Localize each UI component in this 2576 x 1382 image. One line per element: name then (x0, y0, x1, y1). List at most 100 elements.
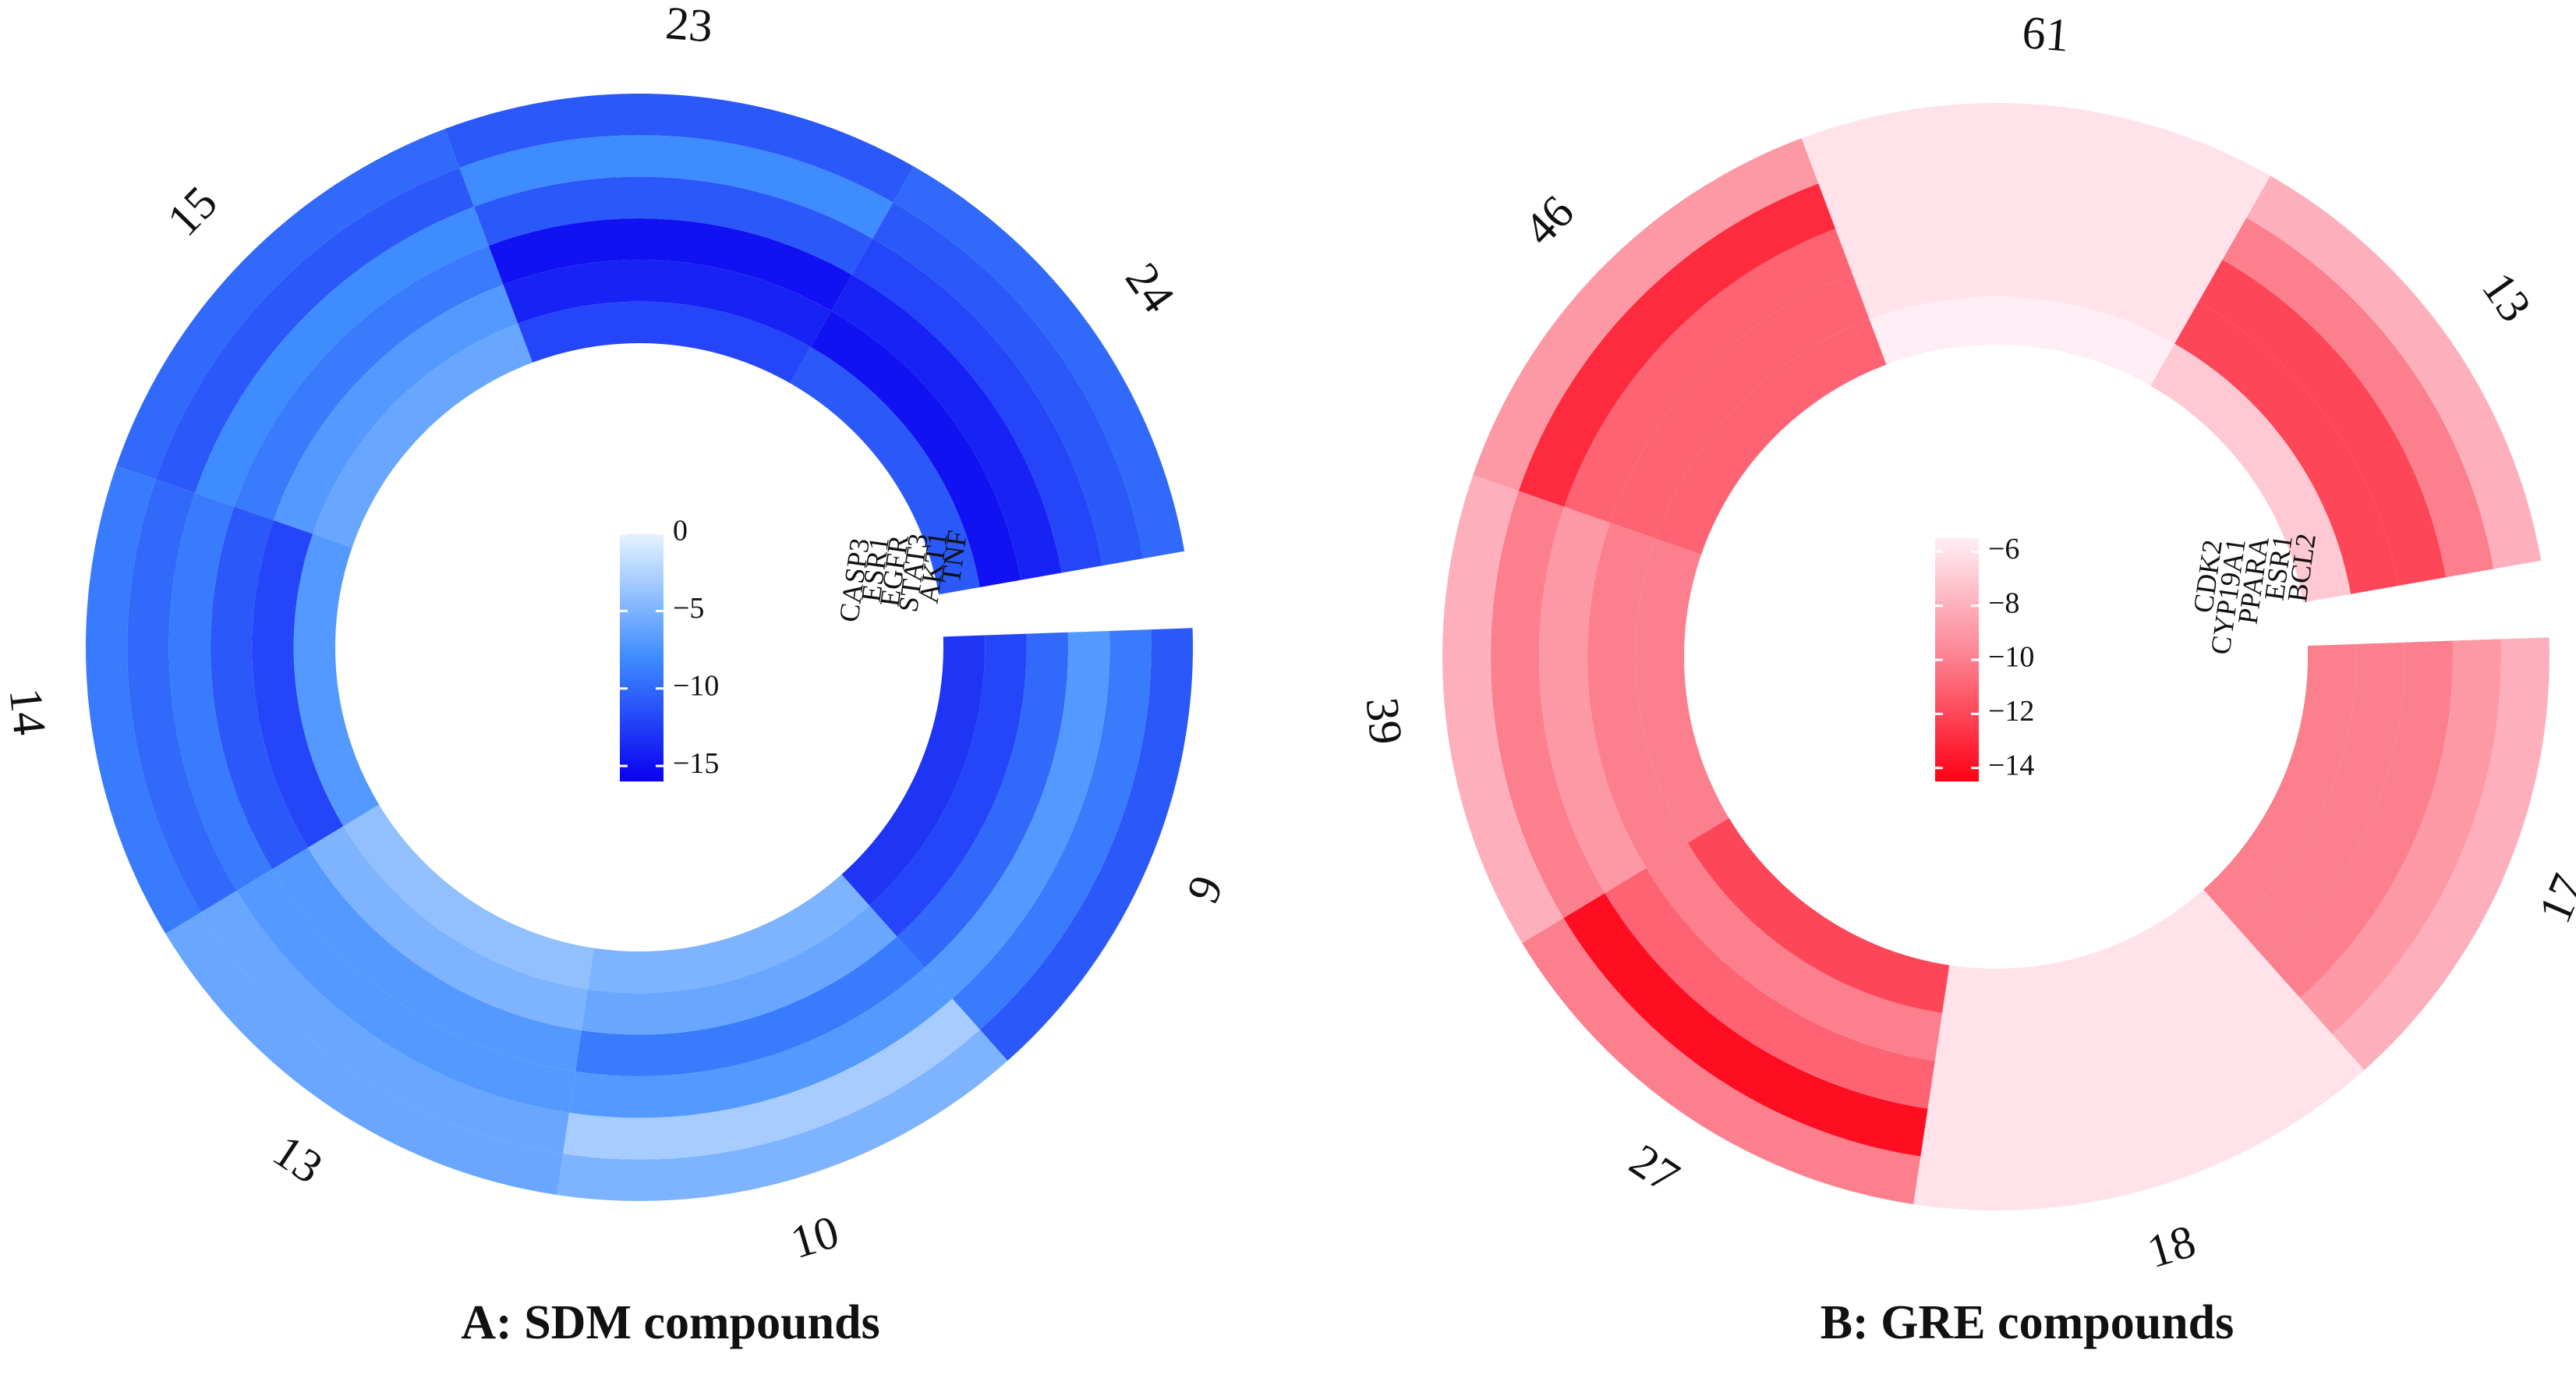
colorbar-tick-label: −10 (1988, 641, 2034, 674)
heatmap-cell-sector-24-track-casp3 (790, 346, 980, 595)
heatmap-cell-sector-17-track-cyp19a1 (2235, 642, 2405, 962)
panel-a-caption: A: SDM compounds (461, 1296, 879, 1349)
sector-label: 18 (2142, 1215, 2201, 1277)
sector-label: 17 (2528, 866, 2576, 930)
sector-label: 39 (1357, 695, 1413, 747)
colorbar-gradient (620, 533, 663, 781)
heatmap-cell-sector-23-track-casp3 (518, 301, 811, 384)
heatmap-cell-sector-15-track-stat3 (195, 207, 489, 507)
heatmap-cell-sector-17-track-ppara (2267, 640, 2454, 998)
heatmap-cell-sector-13-track-cdk2 (2150, 343, 2351, 603)
heatmap-cell-sector-46-track-esr1 (1518, 183, 1836, 507)
heatmap-cell-sector-15-track-egfr (234, 246, 504, 521)
heatmap-cell-sector-46-track-cyp19a1 (1609, 274, 1870, 539)
colorbar-tick-label: −10 (673, 669, 719, 702)
heatmap-cell-sector-10-track-egfr (575, 936, 925, 1076)
heatmap-cell-sector-13-track-casp3 (343, 804, 594, 990)
sector-label: 14 (0, 686, 56, 738)
colorbar-tick-label: −8 (1988, 586, 2019, 619)
heatmap-cell-sector-10-track-stat3 (569, 967, 953, 1118)
heatmap-cell-sector-18-track-esr1 (1920, 998, 2333, 1162)
heatmap-cell-sector-39-track-bcl2 (1442, 475, 1564, 944)
heatmap-cell-sector-14-track-casp3 (293, 533, 380, 827)
heatmap-cell-sector-23-track-stat3 (474, 176, 873, 275)
heatmap-cell-sector-17-track-bcl2 (2332, 637, 2549, 1070)
heatmap-cell-sector-39-track-cdk2 (1636, 538, 1729, 843)
heatmap-cell-sector-17-track-cdk2 (2203, 643, 2356, 926)
sector-label: 15 (157, 176, 227, 246)
colorbar-tick-label: 0 (673, 515, 688, 547)
heatmap-cell-sector-9-track-stat3 (924, 630, 1110, 999)
panel-a-cells (86, 94, 1193, 1201)
heatmap-cell-sector-15-track-akt1 (155, 168, 475, 494)
heatmap-cell-sector-18-track-bcl2 (1913, 1033, 2365, 1210)
heatmap-cell-sector-9-track-egfr (897, 632, 1068, 968)
heatmap-cell-sector-17-track-esr1 (2299, 639, 2502, 1034)
heatmap-cell-sector-13-track-cyp19a1 (2174, 301, 2399, 594)
heatmap-cell-sector-18-track-cdk2 (1942, 889, 2236, 1017)
heatmap-cell-sector-27-track-bcl2 (1522, 918, 1921, 1205)
heatmap-cell-sector-61-track-cyp19a1 (1852, 248, 2199, 344)
heatmap-cell-sector-9-track-casp3 (841, 635, 985, 905)
colorbar-tick-label: −5 (673, 592, 704, 625)
heatmap-cell-sector-10-track-esr1 (581, 905, 897, 1035)
heatmap-cell-sector-24-track-tnf (893, 166, 1185, 558)
colorbar-tick-label: −15 (673, 747, 719, 780)
heatmap-cell-sector-14-track-esr1 (252, 520, 344, 848)
heatmap-cell-sector-9-track-tnf (979, 628, 1193, 1061)
heatmap-cell-sector-15-track-esr1 (273, 285, 518, 534)
heatmap-cell-sector-61-track-ppara (1835, 200, 2223, 302)
sector-label: 24 (1116, 253, 1185, 321)
sector-label: 27 (1621, 1134, 1689, 1203)
panel-b-caption: B: GRE compounds (1821, 1296, 2235, 1349)
heatmap-cell-sector-14-track-stat3 (168, 493, 273, 891)
panel-a-colorbar: 0 −5 −10 −15 (620, 515, 719, 781)
heatmap-cell-sector-23-track-tnf (444, 94, 914, 203)
heatmap-cell-sector-14-track-tnf (86, 466, 201, 934)
heatmap-cell-sector-13-track-stat3 (236, 869, 576, 1113)
heatmap-cell-sector-39-track-esr1 (1491, 491, 1605, 919)
sector-label: 46 (1514, 186, 1583, 255)
heatmap-cell-sector-18-track-cyp19a1 (1934, 925, 2268, 1065)
heatmap-cell-sector-23-track-egfr (488, 218, 852, 311)
heatmap-cell-sector-46-track-bcl2 (1473, 138, 1819, 491)
heatmap-cell-sector-13-track-ppara (2198, 260, 2447, 586)
heatmap-cell-sector-10-track-casp3 (587, 874, 870, 994)
panel-b-colorbar: −6 −8 −10 −12 −14 (1935, 533, 2034, 781)
heatmap-cell-sector-27-track-ppara (1605, 867, 1935, 1109)
heatmap-cell-sector-13-track-bcl2 (2246, 175, 2542, 569)
panel-a-sector-labels: 24 23 15 14 13 10 9 (0, 0, 1233, 1268)
heatmap-cell-sector-24-track-akt1 (872, 202, 1144, 566)
heatmap-cell-sector-27-track-cyp19a1 (1646, 842, 1943, 1061)
heatmap-cell-sector-24-track-egfr (831, 275, 1062, 580)
heatmap-cell-sector-46-track-cdk2 (1655, 319, 1887, 555)
heatmap-cell-sector-9-track-akt1 (952, 629, 1152, 1030)
heatmap-cell-sector-24-track-esr1 (810, 310, 1021, 588)
heatmap-cell-sector-27-track-esr1 (1563, 893, 1928, 1157)
heatmap-cell-sector-14-track-akt1 (127, 479, 237, 912)
heatmap-cell-sector-61-track-cdk2 (1869, 296, 2175, 386)
heatmap-cell-sector-23-track-akt1 (459, 135, 893, 239)
sector-label: 13 (264, 1125, 332, 1193)
heatmap-cell-sector-10-track-tnf (557, 1029, 1008, 1201)
heatmap-cell-sector-18-track-ppara (1927, 962, 2300, 1114)
heatmap-cell-sector-9-track-esr1 (869, 633, 1027, 937)
colorbar-tick-label: −14 (1988, 749, 2034, 781)
heatmap-cell-sector-15-track-casp3 (313, 323, 533, 548)
heatmap-cell-sector-61-track-esr1 (1818, 151, 2247, 260)
heatmap-cell-sector-61-track-bcl2 (1801, 103, 2270, 218)
heatmap-cell-sector-14-track-egfr (211, 506, 308, 870)
heatmap-cell-sector-13-track-egfr (272, 847, 582, 1072)
track-label-casp3: CASP3 (833, 537, 876, 625)
sector-label: 61 (2020, 6, 2071, 62)
heatmap-cell-sector-13-track-esr1 (2222, 218, 2494, 578)
track-label-tnf: TNF (935, 529, 973, 586)
sector-label: 23 (663, 0, 714, 52)
sector-label: 13 (2472, 263, 2542, 331)
panel-b-cells (1442, 103, 2549, 1210)
heatmap-cell-sector-39-track-ppara (1539, 506, 1647, 894)
